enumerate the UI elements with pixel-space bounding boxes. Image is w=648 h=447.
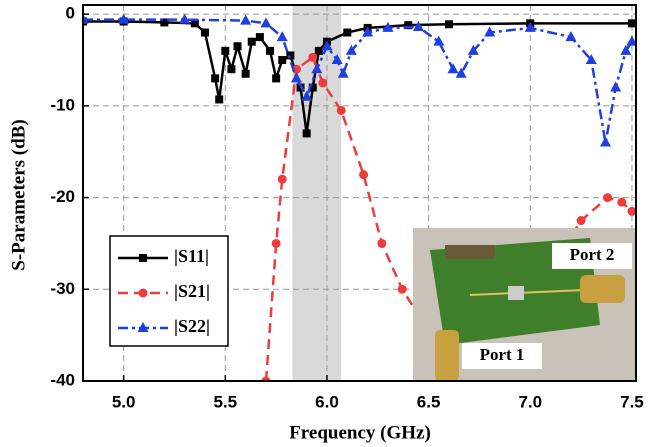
marker bbox=[266, 46, 275, 55]
component bbox=[508, 286, 524, 300]
marker bbox=[524, 21, 536, 32]
marker bbox=[447, 63, 459, 74]
x-tick-label: 7.0 bbox=[518, 392, 542, 411]
sma-connector bbox=[580, 275, 625, 303]
marker bbox=[276, 31, 288, 42]
marker bbox=[190, 19, 199, 28]
marker bbox=[382, 21, 394, 32]
y-tick-label: -40 bbox=[50, 370, 75, 389]
marker bbox=[600, 136, 612, 147]
marker bbox=[221, 46, 230, 55]
marker bbox=[603, 193, 613, 203]
x-axis-title: Frequency (GHz) bbox=[289, 422, 431, 443]
marker bbox=[260, 17, 272, 28]
marker bbox=[359, 170, 369, 180]
marker bbox=[278, 56, 287, 65]
marker bbox=[318, 78, 328, 88]
marker bbox=[627, 19, 636, 28]
sma-connector bbox=[435, 330, 459, 381]
legend: |S11| |S21| |S22| bbox=[109, 235, 229, 347]
marker bbox=[301, 90, 313, 101]
marker bbox=[565, 31, 577, 42]
marker bbox=[433, 35, 445, 46]
marker bbox=[397, 284, 407, 294]
legend-label: |S21| bbox=[174, 281, 210, 301]
marker bbox=[620, 44, 632, 55]
marker bbox=[261, 376, 271, 381]
marker bbox=[137, 322, 149, 332]
y-tick-label: -20 bbox=[50, 187, 75, 206]
plot-area bbox=[83, 5, 636, 381]
marker bbox=[610, 81, 622, 92]
marker bbox=[444, 20, 453, 29]
marker bbox=[227, 65, 236, 74]
plot-frame bbox=[82, 4, 637, 382]
y-tick-label: 0 bbox=[66, 4, 75, 23]
marker bbox=[311, 63, 323, 74]
trace bbox=[469, 289, 586, 296]
marker bbox=[484, 26, 496, 37]
marker bbox=[240, 14, 252, 25]
marker bbox=[160, 18, 169, 27]
y-tick-label: -10 bbox=[50, 95, 75, 114]
marker bbox=[626, 35, 636, 46]
marker bbox=[331, 54, 343, 65]
marker bbox=[286, 51, 295, 60]
x-tick-label: 6.5 bbox=[417, 392, 441, 411]
y-tick-label: -30 bbox=[50, 279, 75, 298]
inset-label: Port 2 bbox=[570, 245, 615, 264]
marker bbox=[345, 44, 357, 55]
legend-label: |S11| bbox=[174, 246, 209, 266]
marker bbox=[308, 52, 318, 62]
inset-label: Port 1 bbox=[480, 345, 525, 364]
marker bbox=[247, 37, 256, 46]
marker bbox=[576, 216, 586, 226]
inset-photo: Port 2 Port 1 bbox=[413, 228, 636, 381]
legend-label: |S22| bbox=[174, 316, 210, 336]
marker bbox=[179, 13, 191, 24]
x-tick-label: 5.5 bbox=[213, 392, 237, 411]
marker bbox=[302, 129, 311, 138]
marker bbox=[337, 67, 349, 78]
marker bbox=[83, 13, 89, 24]
y-axis-title: S-Parameters (dB) bbox=[8, 119, 29, 270]
marker bbox=[404, 21, 413, 30]
marker bbox=[455, 67, 467, 78]
marker bbox=[241, 69, 250, 78]
series-line bbox=[83, 20, 632, 134]
component bbox=[445, 245, 495, 259]
marker bbox=[255, 33, 264, 42]
x-tick-label: 6.0 bbox=[315, 392, 339, 411]
marker bbox=[336, 105, 346, 115]
marker bbox=[467, 44, 479, 55]
marker bbox=[585, 54, 597, 65]
marker bbox=[362, 26, 374, 37]
marker bbox=[272, 74, 281, 83]
marker bbox=[377, 238, 387, 248]
series-line bbox=[83, 18, 633, 143]
marker bbox=[321, 40, 333, 51]
marker bbox=[118, 13, 130, 24]
marker bbox=[138, 288, 148, 298]
marker bbox=[290, 72, 302, 83]
marker bbox=[215, 95, 224, 104]
marker bbox=[343, 28, 352, 37]
marker bbox=[211, 74, 220, 83]
marker bbox=[627, 206, 636, 216]
x-tick-label: 5.0 bbox=[112, 392, 136, 411]
legend-box bbox=[109, 235, 229, 347]
label-background bbox=[462, 343, 542, 369]
marker bbox=[412, 21, 424, 32]
marker bbox=[277, 174, 287, 184]
marker bbox=[233, 42, 242, 51]
marker bbox=[200, 28, 209, 37]
marker bbox=[617, 197, 627, 207]
x-tick-label: 7.5 bbox=[620, 392, 644, 411]
marker bbox=[271, 238, 281, 248]
label-background bbox=[552, 243, 632, 269]
marker bbox=[139, 254, 147, 262]
marker bbox=[308, 83, 317, 92]
marker bbox=[314, 46, 323, 55]
